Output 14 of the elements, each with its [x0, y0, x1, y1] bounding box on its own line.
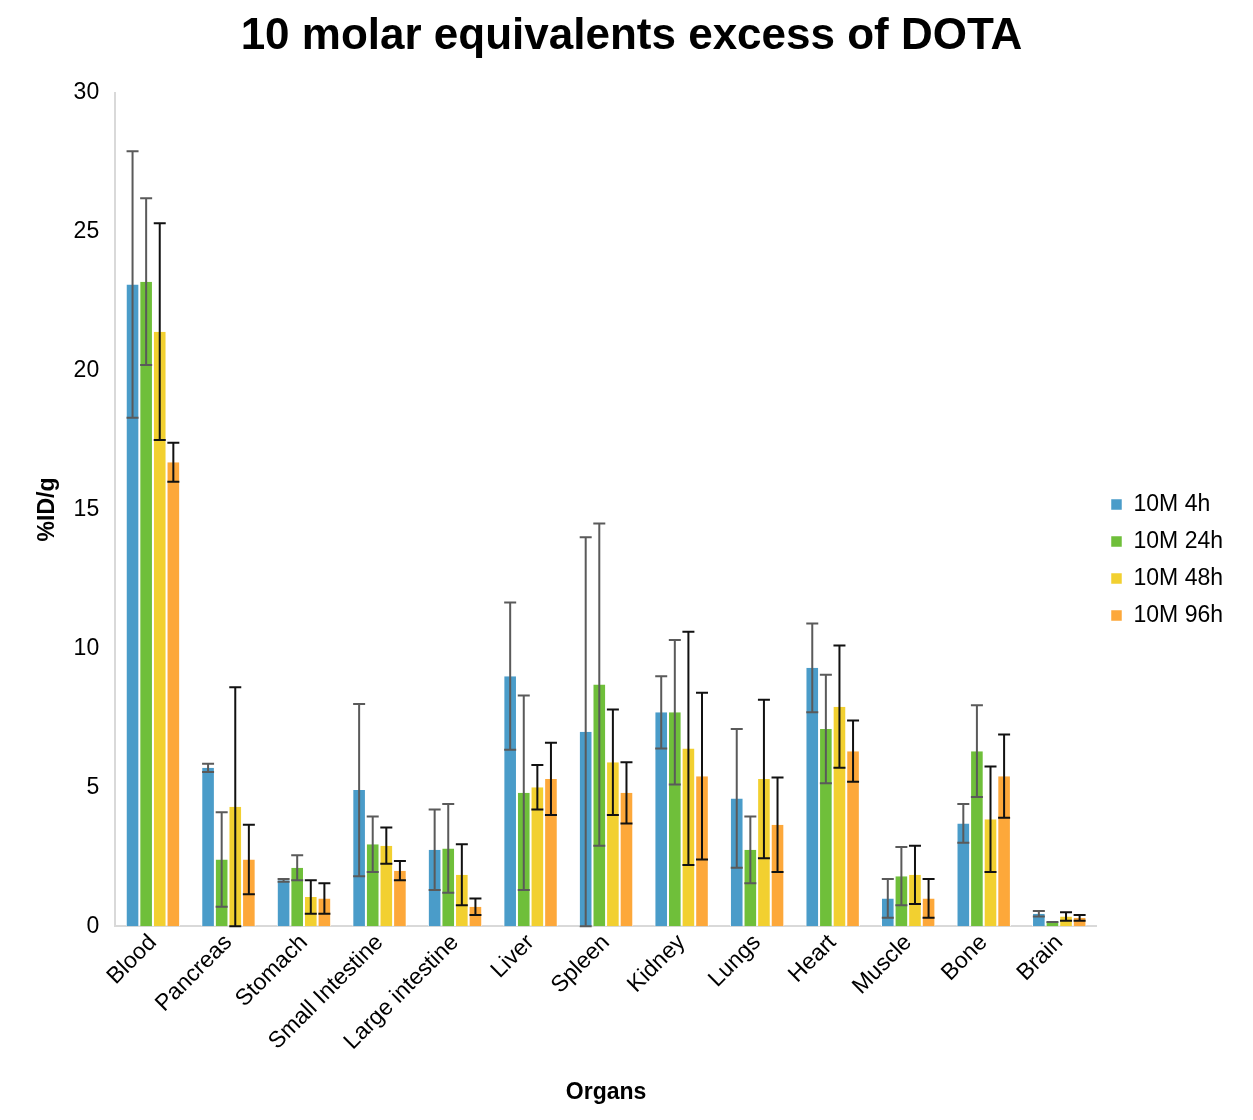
y-tick-label: 25 — [73, 217, 100, 244]
y-axis-title: %ID/g — [33, 477, 60, 542]
y-tick-label: 30 — [73, 78, 100, 105]
legend-label: 10M 48h — [1133, 563, 1224, 590]
legend-label: 10M 24h — [1133, 526, 1224, 553]
y-tick-label: 10 — [73, 633, 100, 660]
y-tick-label: 0 — [86, 911, 100, 938]
chart-title: 10 molar equivalents excess of DOTA — [240, 8, 1023, 58]
y-tick-label: 20 — [73, 355, 100, 382]
y-tick-label: 5 — [86, 772, 100, 799]
x-axis-title: Organs — [565, 1077, 647, 1104]
legend-label: 10M 96h — [1133, 600, 1224, 627]
y-tick-label: 15 — [73, 494, 100, 521]
legend-label: 10M 4h — [1133, 489, 1211, 516]
